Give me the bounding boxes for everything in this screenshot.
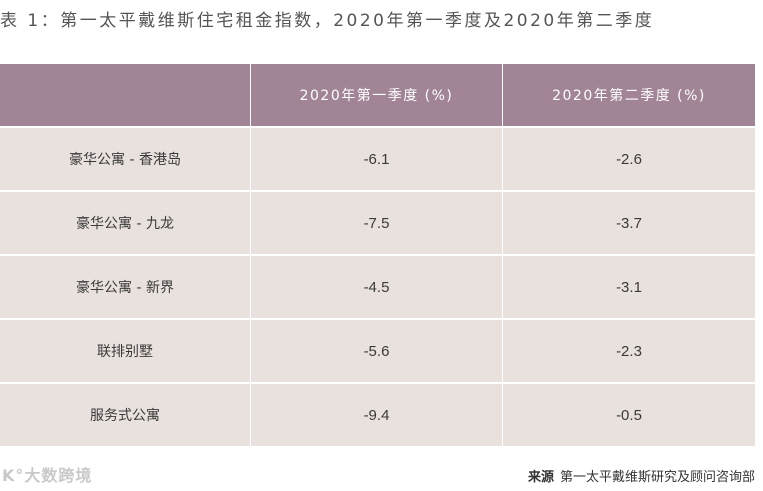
table-row: 豪华公寓 - 新界 -4.5 -3.1 (0, 254, 755, 318)
q1-value: -4.5 (251, 254, 503, 318)
watermark-logo: K°大数跨境 (2, 466, 93, 485)
source-label: 来源 (527, 470, 554, 485)
q1-value: -6.1 (251, 126, 503, 190)
q2-value: -3.1 (503, 254, 755, 318)
header-q1-2020: 2020年第一季度 (%) (251, 64, 503, 126)
q1-value: -9.4 (251, 382, 503, 446)
q2-value: -3.7 (503, 190, 755, 254)
row-label: 联排别墅 (0, 318, 251, 382)
q1-value: -5.6 (251, 318, 503, 382)
table-row: 联排别墅 -5.6 -2.3 (0, 318, 755, 382)
row-label: 豪华公寓 - 香港岛 (0, 126, 251, 190)
q2-value: -2.6 (503, 126, 755, 190)
source-text: 第一太平戴维斯研究及顾问咨询部 (559, 470, 755, 485)
q1-value: -7.5 (251, 190, 503, 254)
row-label: 豪华公寓 - 新界 (0, 254, 251, 318)
table-row: 豪华公寓 - 九龙 -7.5 -3.7 (0, 190, 755, 254)
header-category (0, 64, 251, 126)
header-q2-2020: 2020年第二季度 (%) (503, 64, 755, 126)
table-caption: 表 1：第一太平戴维斯住宅租金指数，2020年第一季度及2020年第二季度 (0, 11, 655, 31)
table-header-row: 2020年第一季度 (%) 2020年第二季度 (%) (0, 64, 755, 126)
rent-index-table: 2020年第一季度 (%) 2020年第二季度 (%) 豪华公寓 - 香港岛 -… (0, 64, 755, 446)
table-row: 服务式公寓 -9.4 -0.5 (0, 382, 755, 446)
row-label: 服务式公寓 (0, 382, 251, 446)
q2-value: -0.5 (503, 382, 755, 446)
q2-value: -2.3 (503, 318, 755, 382)
table-row: 豪华公寓 - 香港岛 -6.1 -2.6 (0, 126, 755, 190)
source-note: 来源 第一太平戴维斯研究及顾问咨询部 (528, 466, 755, 485)
row-label: 豪华公寓 - 九龙 (0, 190, 251, 254)
